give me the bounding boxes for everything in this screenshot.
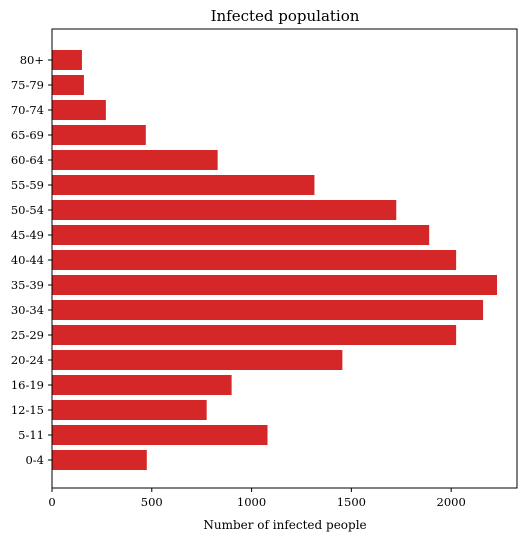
y-tick-label: 80+ [20, 53, 44, 67]
bar-40-44 [52, 250, 457, 270]
bar-75-79 [52, 75, 84, 95]
y-tick-label: 12-15 [11, 403, 44, 417]
bar-20-24 [52, 350, 343, 370]
bar-55-59 [52, 175, 315, 195]
y-tick-label: 45-49 [11, 228, 44, 242]
x-tick-label: 0 [48, 495, 55, 509]
y-tick-label: 0-4 [25, 453, 44, 467]
bar-60-64 [52, 150, 218, 170]
y-tick-label: 50-54 [11, 203, 44, 217]
plot-frame [51, 28, 518, 489]
chart-title: Infected population [211, 7, 360, 25]
x-tick-label: 1000 [237, 495, 266, 509]
y-tick-label: 55-59 [11, 178, 44, 192]
bar-50-54 [52, 200, 397, 220]
x-axis-ticks: 0 500 1000 1500 2000 [48, 488, 466, 509]
y-axis-ticks: 0-4 5-11 12-15 16-19 20-24 25-29 30-34 35-39 40-… [11, 53, 52, 467]
y-tick-label: 16-19 [11, 378, 44, 392]
x-tick-label: 1500 [337, 495, 366, 509]
x-tick-label: 500 [141, 495, 163, 509]
y-tick-label: 75-79 [11, 78, 44, 92]
y-tick-label: 25-29 [11, 328, 44, 342]
bar-0-4 [52, 450, 147, 470]
bar-65-69 [52, 125, 146, 145]
bar-25-29 [52, 325, 457, 345]
y-tick-label: 5-11 [18, 428, 44, 442]
y-tick-label: 20-24 [11, 353, 44, 367]
bar-70-74 [52, 100, 106, 120]
x-tick-label: 2000 [437, 495, 466, 509]
y-tick-label: 60-64 [11, 153, 44, 167]
bar-5-11 [52, 425, 268, 445]
bar-16-19 [52, 375, 232, 395]
bar-35-39 [52, 275, 498, 295]
y-tick-label: 40-44 [11, 253, 44, 267]
bar-30-34 [52, 300, 484, 320]
y-tick-label: 65-69 [11, 128, 44, 142]
y-tick-label: 30-34 [11, 303, 44, 317]
bar-45-49 [52, 225, 430, 245]
bars-group [52, 50, 498, 470]
bar-80+ [52, 50, 82, 70]
y-tick-label: 35-39 [11, 278, 44, 292]
y-tick-label: 70-74 [11, 103, 44, 117]
x-axis-label: Number of infected people [203, 518, 366, 532]
bar-12-15 [52, 400, 207, 420]
